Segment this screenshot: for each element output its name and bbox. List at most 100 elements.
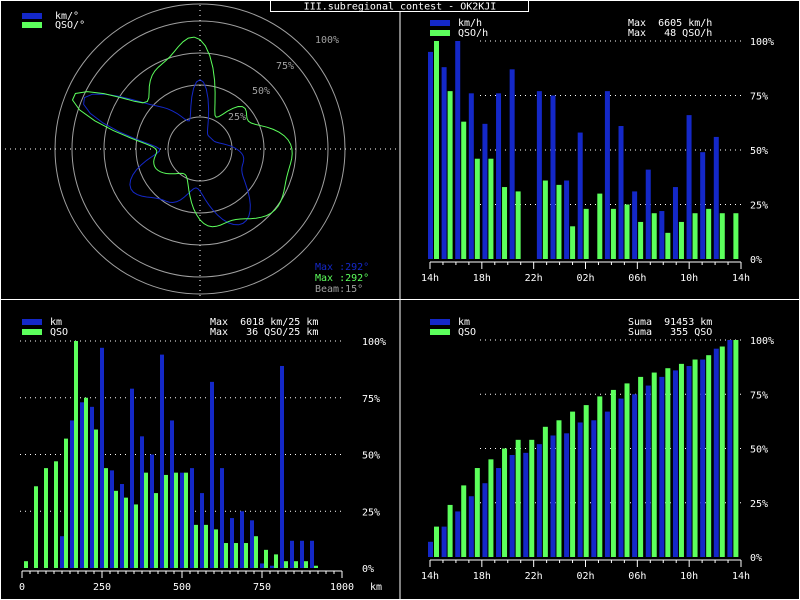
distance-bar-qso <box>294 561 298 568</box>
cumulative-bar-qso <box>597 396 603 557</box>
polar-max-qso: Max :292° <box>315 273 369 284</box>
cumulative-bar-km <box>536 444 542 557</box>
cumulative-ytick-label: 0% <box>750 553 762 564</box>
cumulative-legend-swatch-qso <box>430 329 450 335</box>
distance-bar-qso <box>304 561 308 568</box>
cumulative-bar-qso <box>556 420 562 557</box>
cumulative-bar-km <box>659 376 665 557</box>
cumulative-info-qso: Suma 355 QSO <box>628 327 712 338</box>
distance-bar-qso <box>234 543 238 568</box>
hourly-rate-panel: km/h QSO/h Max 6605 km/h Max 48 QSO/h 0%… <box>421 18 774 284</box>
cumulative-xtick-label: 02h <box>576 571 594 582</box>
cumulative-bar-km <box>591 420 597 557</box>
hourly-bar-qso <box>719 213 725 259</box>
distance-bar-qso <box>34 486 38 568</box>
hourly-legend-swatch-km <box>430 20 450 26</box>
distance-bar-qso <box>84 397 88 568</box>
distance-bar-km <box>240 511 244 568</box>
cumulative-bar-km <box>604 411 610 557</box>
distance-bar-qso <box>254 536 258 568</box>
cumulative-bar-qso <box>638 376 644 557</box>
hourly-bar-km <box>468 93 474 259</box>
cumulative-xtick-label: 18h <box>473 571 491 582</box>
title-box <box>270 0 529 12</box>
hourly-bar-qso <box>461 121 467 259</box>
hourly-bar-km <box>577 132 583 259</box>
cumulative-legend-km: km <box>458 317 470 328</box>
hourly-bar-qso <box>638 221 644 259</box>
cumulative-bar-km <box>618 398 624 557</box>
hourly-ytick-label: 25% <box>750 201 768 212</box>
ring-label-25: 25% <box>228 112 246 123</box>
cumulative-bar-km <box>713 348 719 557</box>
distance-bar-km <box>220 468 224 568</box>
distance-legend-swatch-km <box>22 319 42 325</box>
cumulative-bar-km <box>564 433 570 557</box>
distance-bar-qso <box>184 472 188 568</box>
distance-legend-swatch-qso <box>22 329 42 335</box>
distance-bar-km <box>200 493 204 568</box>
hourly-bar-km <box>428 51 433 260</box>
cumulative-xtick-label: 10h <box>680 571 698 582</box>
cumulative-info-km: Suma 91453 km <box>628 317 712 328</box>
distance-bar-km <box>80 402 84 568</box>
hourly-bar-km <box>632 191 638 259</box>
cumulative-bar-km <box>645 385 651 557</box>
distance-legend-km: km <box>50 317 62 328</box>
cumulative-bar-km <box>482 483 488 557</box>
hourly-bar-km <box>550 95 556 259</box>
cumulative-bar-km <box>455 511 461 557</box>
distance-bar-qso <box>164 474 168 568</box>
cumulative-ytick-label: 25% <box>750 499 768 510</box>
hourly-xtick-label: 02h <box>576 273 594 284</box>
cumulative-bar-km <box>468 496 474 557</box>
cumulative-bar-qso <box>583 405 589 557</box>
distance-bar-km <box>100 347 104 568</box>
distance-bar-qso <box>124 497 128 568</box>
hourly-bar-km <box>482 123 488 259</box>
distance-bar-qso <box>104 468 108 568</box>
distance-bar-qso <box>54 461 58 568</box>
distance-xtick-label: 500 <box>173 582 191 593</box>
distance-bar-km <box>140 436 144 568</box>
distance-bar-qso <box>94 429 98 568</box>
hourly-bar-km <box>509 69 515 259</box>
cumulative-legend-swatch-km <box>430 319 450 325</box>
cumulative-bar-qso <box>665 368 671 557</box>
distance-bar-qso <box>244 543 248 568</box>
cumulative-bar-qso <box>719 346 725 557</box>
distance-bar-km <box>230 518 234 568</box>
distance-bar-qso <box>134 504 138 568</box>
cumulative-bar-qso <box>570 411 576 557</box>
distance-histogram-panel: km QSO Max 6018 km/25 km Max 36 QSO/25 k… <box>19 317 386 593</box>
cumulative-bar-qso <box>542 426 548 557</box>
cumulative-bar-qso <box>515 439 521 557</box>
cumulative-ytick-label: 50% <box>750 445 768 456</box>
distance-bar-km <box>310 540 314 568</box>
hourly-bar-km <box>455 41 461 259</box>
distance-ytick-label: 25% <box>362 507 380 518</box>
distance-legend-qso: QSO <box>50 327 68 338</box>
cumulative-bar-km <box>441 526 447 557</box>
hourly-bar-qso <box>556 184 562 259</box>
cumulative-bar-qso <box>610 389 616 557</box>
distance-bar-km <box>280 365 284 568</box>
hourly-bar-qso <box>488 158 494 259</box>
distance-bar-km <box>290 540 294 568</box>
distance-bar-qso <box>114 490 118 568</box>
hourly-bar-qso <box>610 208 616 259</box>
hourly-bar-qso <box>447 91 453 259</box>
hourly-bar-km <box>700 152 706 259</box>
distance-bar-qso <box>284 561 288 568</box>
polar-beam: Beam:15° <box>315 284 363 295</box>
hourly-bar-km <box>564 180 570 259</box>
cumulative-bar-qso <box>678 363 684 557</box>
hourly-bar-qso <box>570 226 576 259</box>
distance-xtick-label: 250 <box>93 582 111 593</box>
distance-bar-km <box>190 468 194 568</box>
hourly-xtick-label: 22h <box>525 273 543 284</box>
hourly-ytick-label: 100% <box>750 37 774 48</box>
cumulative-bar-km <box>550 435 556 557</box>
distance-xtick-label: 1000 <box>330 582 354 593</box>
hourly-bar-km <box>686 115 692 260</box>
